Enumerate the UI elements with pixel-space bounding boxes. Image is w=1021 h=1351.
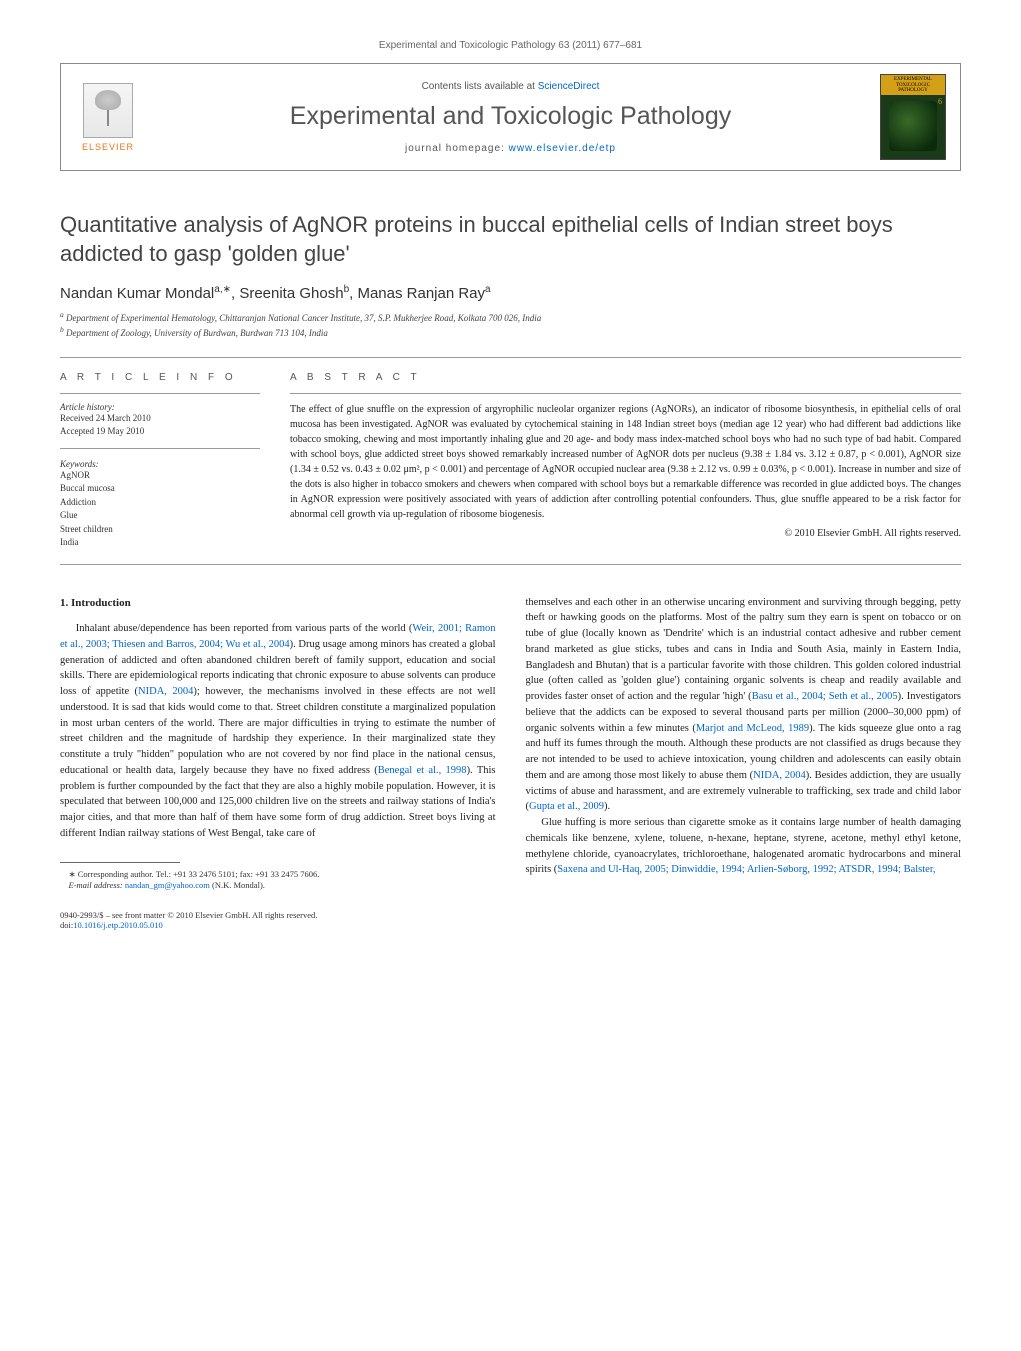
keyword-item: Street children (60, 523, 260, 537)
keyword-item: Buccal mucosa (60, 482, 260, 496)
received-date: Received 24 March 2010 (60, 412, 260, 425)
email-link[interactable]: nandan_gm@yahoo.com (125, 880, 210, 890)
abstract-rule (290, 393, 961, 394)
affiliation-b-text: Department of Zoology, University of Bur… (66, 328, 328, 338)
abstract-block: A B S T R A C T The effect of glue snuff… (290, 372, 961, 549)
doi-link[interactable]: 10.1016/j.etp.2010.05.010 (73, 920, 162, 930)
bottom-metadata: 0940-2993/$ – see front matter © 2010 El… (60, 910, 961, 930)
keyword-item: India (60, 536, 260, 550)
contents-prefix: Contents lists available at (422, 81, 538, 92)
author-3-affil: a (485, 284, 491, 295)
authors-line: Nandan Kumar Mondala,∗, Sreenita Ghoshb,… (60, 284, 961, 302)
cover-image-icon (889, 101, 937, 151)
corresponding-author-footnote: ∗ Corresponding author. Tel.: +91 33 247… (60, 869, 496, 881)
citation-link[interactable]: NIDA, 2004 (138, 686, 193, 697)
article-info-label: A R T I C L E I N F O (60, 372, 260, 383)
keywords-list: AgNOR Buccal mucosa Addiction Glue Stree… (60, 469, 260, 550)
email-footnote: E-mail address: nandan_gm@yahoo.com (N.K… (60, 880, 496, 892)
affiliations: a Department of Experimental Hematology,… (60, 310, 961, 339)
author-2: , Sreenita Ghosh (231, 285, 344, 302)
divider-bottom (60, 564, 961, 565)
citation-link[interactable]: Benegal et al., 1998 (378, 765, 467, 776)
body-paragraph: Inhalant abuse/dependence has been repor… (60, 621, 496, 842)
body-text: themselves and each other in an otherwis… (526, 597, 962, 703)
author-1: Nandan Kumar Mondal (60, 285, 214, 302)
author-3: , Manas Ranjan Ray (349, 285, 485, 302)
citation-link[interactable]: Basu et al., 2004; Seth et al., 2005 (752, 691, 898, 702)
body-two-columns: 1. Introduction Inhalant abuse/dependenc… (60, 595, 961, 893)
keyword-item: AgNOR (60, 469, 260, 483)
journal-cover-thumbnail: EXPERIMENTAL TOXICOLOGIC PATHOLOGY 6 (880, 74, 946, 160)
homepage-link[interactable]: www.elsevier.de/etp (509, 143, 616, 154)
keyword-item: Addiction (60, 496, 260, 510)
homepage-line: journal homepage: www.elsevier.de/etp (141, 143, 880, 154)
column-left: 1. Introduction Inhalant abuse/dependenc… (60, 595, 496, 893)
email-label: E-mail address: (69, 880, 125, 890)
elsevier-logo: ELSEVIER (75, 77, 141, 157)
body-paragraph: Glue huffing is more serious than cigare… (526, 815, 962, 878)
section-1-heading: 1. Introduction (60, 595, 496, 612)
footnote-separator (60, 862, 180, 863)
citation-link[interactable]: Marjot and McLeod, 1989 (696, 723, 809, 734)
doi-line: doi:10.1016/j.etp.2010.05.010 (60, 920, 317, 930)
journal-citation: Experimental and Toxicologic Pathology 6… (60, 40, 961, 51)
citation-link[interactable]: NIDA, 2004 (753, 770, 806, 781)
abstract-label: A B S T R A C T (290, 372, 961, 383)
contents-lists-line: Contents lists available at ScienceDirec… (141, 81, 880, 92)
sciencedirect-link[interactable]: ScienceDirect (538, 81, 600, 92)
front-matter-line: 0940-2993/$ – see front matter © 2010 El… (60, 910, 317, 920)
column-right: themselves and each other in an otherwis… (526, 595, 962, 893)
citation-link[interactable]: Saxena and Ul-Haq, 2005; Dinwiddie, 1994… (557, 864, 935, 875)
journal-header-box: ELSEVIER Contents lists available at Sci… (60, 63, 961, 171)
author-1-affil: a,∗ (214, 284, 231, 295)
cover-title: EXPERIMENTAL TOXICOLOGIC PATHOLOGY (881, 75, 945, 95)
header-center: Contents lists available at ScienceDirec… (141, 81, 880, 154)
bottom-left: 0940-2993/$ – see front matter © 2010 El… (60, 910, 317, 930)
homepage-prefix: journal homepage: (405, 143, 509, 154)
body-text: ); however, the mechanisms involved in t… (60, 686, 496, 776)
abstract-text: The effect of glue snuffle on the expres… (290, 402, 961, 522)
citation-link[interactable]: Gupta et al., 2009 (529, 801, 604, 812)
affiliation-b: b Department of Zoology, University of B… (60, 325, 961, 340)
elsevier-tree-icon (83, 83, 133, 138)
divider-top (60, 357, 961, 358)
body-text: Inhalant abuse/dependence has been repor… (76, 623, 413, 634)
history-label: Article history: (60, 402, 260, 412)
accepted-date: Accepted 19 May 2010 (60, 425, 260, 438)
cover-issue-number: 6 (938, 97, 942, 106)
affiliation-a: a Department of Experimental Hematology,… (60, 310, 961, 325)
article-info-block: A R T I C L E I N F O Article history: R… (60, 372, 260, 549)
elsevier-label: ELSEVIER (82, 142, 134, 152)
email-suffix: (N.K. Mondal). (210, 880, 265, 890)
body-paragraph: themselves and each other in an otherwis… (526, 595, 962, 816)
article-title: Quantitative analysis of AgNOR proteins … (60, 211, 961, 268)
affiliation-a-text: Department of Experimental Hematology, C… (66, 313, 541, 323)
keywords-label: Keywords: (60, 459, 260, 469)
abstract-copyright: © 2010 Elsevier GmbH. All rights reserve… (290, 528, 961, 539)
journal-name: Experimental and Toxicologic Pathology (141, 102, 880, 131)
body-text: ). (604, 801, 610, 812)
keyword-item: Glue (60, 509, 260, 523)
doi-prefix: doi: (60, 920, 73, 930)
